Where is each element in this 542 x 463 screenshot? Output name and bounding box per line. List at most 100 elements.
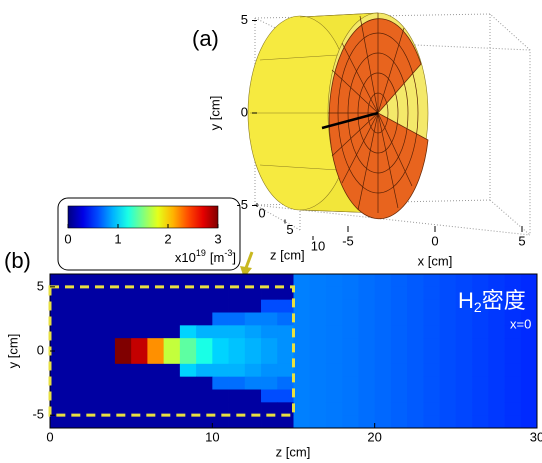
heat-cell: [440, 390, 457, 403]
heat-cell: [277, 377, 294, 390]
heat-cell: [277, 364, 294, 377]
heat-cell: [294, 351, 311, 364]
heat-cell: [375, 313, 392, 326]
heat-cell: [245, 338, 262, 351]
heat-cell: [196, 274, 213, 287]
heat-cell: [277, 402, 294, 415]
heat-cell: [115, 313, 132, 326]
heat-cell: [423, 287, 440, 300]
heat-cell: [180, 325, 197, 338]
heat-cell: [229, 402, 246, 415]
heat-cell: [342, 325, 359, 338]
colorbar-tick-label: 3: [214, 231, 221, 246]
heat-cell: [358, 338, 375, 351]
heat-cell: [391, 338, 408, 351]
heat-cell: [294, 377, 311, 390]
heat-cell: [488, 377, 505, 390]
heat-cell: [115, 364, 132, 377]
heat-cell: [456, 402, 473, 415]
heat-cell: [521, 351, 538, 364]
heat-cell: [115, 274, 132, 287]
y-tick-label: 0: [37, 342, 44, 357]
heat-cell: [115, 390, 132, 403]
heat-cell: [261, 402, 278, 415]
heat-cell: [310, 325, 327, 338]
heat-cell: [245, 351, 262, 364]
heat-cell: [245, 313, 262, 326]
heat-cell: [358, 377, 375, 390]
panel-label: (b): [4, 248, 31, 273]
heat-cell: [440, 287, 457, 300]
heat-cell: [521, 338, 538, 351]
heat-cell: [277, 300, 294, 313]
heat-cell: [294, 313, 311, 326]
annotation-note: x=0: [510, 316, 531, 331]
heat-cell: [375, 415, 392, 428]
heat-cell: [358, 274, 375, 287]
heat-cell: [294, 300, 311, 313]
heat-cell: [488, 364, 505, 377]
heat-cell: [358, 415, 375, 428]
heat-cell: [277, 274, 294, 287]
heat-cell: [294, 364, 311, 377]
heat-cell: [472, 338, 489, 351]
heat-cell: [115, 325, 132, 338]
heat-cell: [212, 287, 229, 300]
heat-cell: [326, 300, 343, 313]
heat-cell: [245, 325, 262, 338]
heat-cell: [180, 402, 197, 415]
heat-cell: [99, 351, 116, 364]
heat-cell: [407, 313, 424, 326]
heat-cell: [229, 300, 246, 313]
heat-cell: [131, 300, 148, 313]
heat-cell: [147, 415, 164, 428]
heat-cell: [472, 325, 489, 338]
heat-cell: [164, 274, 181, 287]
heat-cell: [99, 300, 116, 313]
heat-cell: [423, 377, 440, 390]
heat-cell: [440, 325, 457, 338]
heat-cell: [180, 274, 197, 287]
heat-cell: [391, 364, 408, 377]
heat-cell: [82, 300, 99, 313]
heat-cell: [212, 274, 229, 287]
heat-cell: [310, 274, 327, 287]
heat-cell: [375, 274, 392, 287]
heat-cell: [440, 338, 457, 351]
heat-cell: [99, 338, 116, 351]
heat-cell: [82, 287, 99, 300]
heat-cell: [342, 313, 359, 326]
heat-cell: [358, 300, 375, 313]
heat-cell: [261, 300, 278, 313]
x-axis-label: x [cm]: [418, 253, 453, 268]
y-tick-label: 0: [241, 104, 248, 119]
y-axis-label: y [cm]: [5, 334, 20, 369]
heat-cell: [229, 287, 246, 300]
heat-cell: [375, 287, 392, 300]
heat-cell: [342, 377, 359, 390]
x-tick-label: 5: [518, 233, 525, 248]
colorbar-tick-label: 1: [114, 231, 121, 246]
heat-cell: [440, 364, 457, 377]
heat-cell: [407, 351, 424, 364]
heat-cell: [261, 351, 278, 364]
heat-cell: [229, 377, 246, 390]
heat-cell: [488, 415, 505, 428]
heat-cell: [472, 274, 489, 287]
heat-cell: [391, 274, 408, 287]
z-tick-label: 10: [311, 238, 325, 253]
heat-cell: [423, 415, 440, 428]
heat-cell: [99, 415, 116, 428]
heat-cell: [99, 287, 116, 300]
heat-cell: [50, 390, 67, 403]
heat-cell: [164, 390, 181, 403]
heat-cell: [212, 377, 229, 390]
heat-cell: [505, 364, 522, 377]
heat-cell: [310, 415, 327, 428]
heat-cell: [180, 351, 197, 364]
heat-cell: [472, 377, 489, 390]
heat-cell: [50, 300, 67, 313]
heat-cell: [229, 364, 246, 377]
z-tick-label: 0: [258, 205, 265, 220]
